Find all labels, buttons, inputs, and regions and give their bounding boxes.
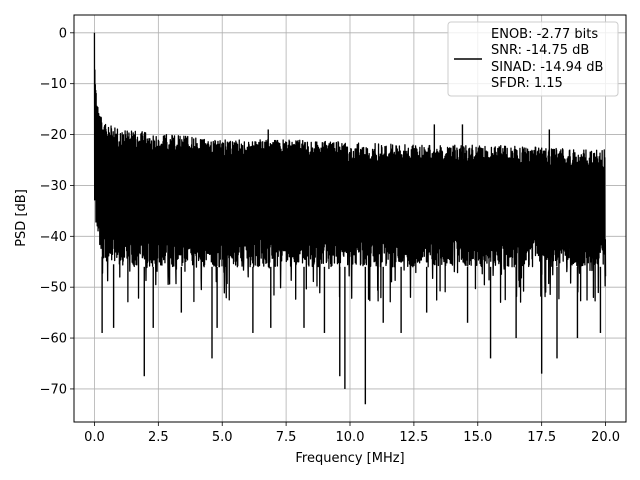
- legend: ENOB: -2.77 bits SNR: -14.75 dB SINAD: -…: [447, 21, 619, 97]
- y-axis-label: PSD [dB]: [14, 189, 29, 247]
- x-tick-label: 0.0: [84, 430, 105, 445]
- y-tick-label: 0: [59, 26, 67, 41]
- legend-box: [447, 21, 619, 97]
- x-tick-label: 5.0: [212, 430, 233, 445]
- y-tick-label: −60: [40, 332, 67, 347]
- y-axis-ticks: 0 −10 −20 −30 −40 −50 −60 −70: [40, 26, 74, 397]
- x-tick-label: 10.0: [336, 430, 365, 445]
- legend-sinad: SINAD: -14.94 dB: [491, 60, 603, 75]
- x-axis-ticks: 0.0 2.5 5.0 7.5 10.0 12.5 15.0 17.5 20.0: [84, 422, 620, 445]
- y-tick-label: −10: [40, 77, 67, 92]
- y-tick-label: −20: [40, 128, 67, 143]
- x-tick-label: 17.5: [527, 430, 556, 445]
- x-axis-label: Frequency [MHz]: [295, 451, 404, 466]
- y-tick-label: −30: [40, 179, 67, 194]
- x-tick-label: 15.0: [463, 430, 492, 445]
- legend-snr: SNR: -14.75 dB: [491, 43, 589, 58]
- plot-area: [93, 32, 607, 405]
- x-tick-label: 2.5: [148, 430, 169, 445]
- x-tick-label: 20.0: [591, 430, 620, 445]
- x-tick-label: 12.5: [399, 430, 428, 445]
- legend-enob: ENOB: -2.77 bits: [491, 27, 598, 42]
- legend-sfdr: SFDR: 1.15: [491, 76, 563, 91]
- y-tick-label: −50: [40, 281, 67, 296]
- x-tick-label: 7.5: [276, 430, 297, 445]
- y-tick-label: −70: [40, 382, 67, 397]
- psd-trace: [93, 32, 607, 303]
- y-tick-label: −40: [40, 230, 67, 245]
